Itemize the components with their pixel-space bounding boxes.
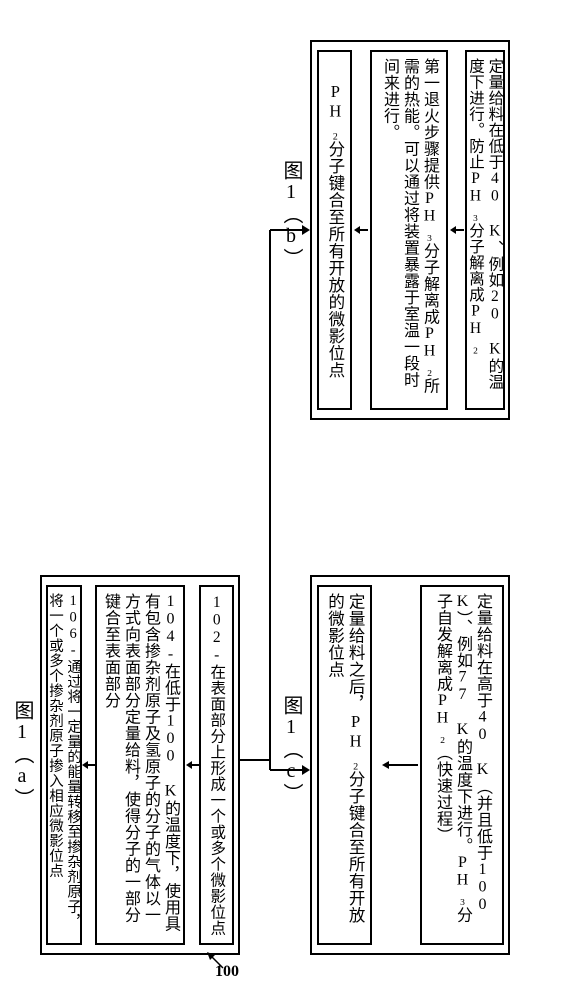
page-root: 100 102-在表面部分上形成一个或多个微影位点 104-在低于100 K的温… bbox=[0, 0, 580, 1000]
branch-connector bbox=[0, 0, 580, 1000]
